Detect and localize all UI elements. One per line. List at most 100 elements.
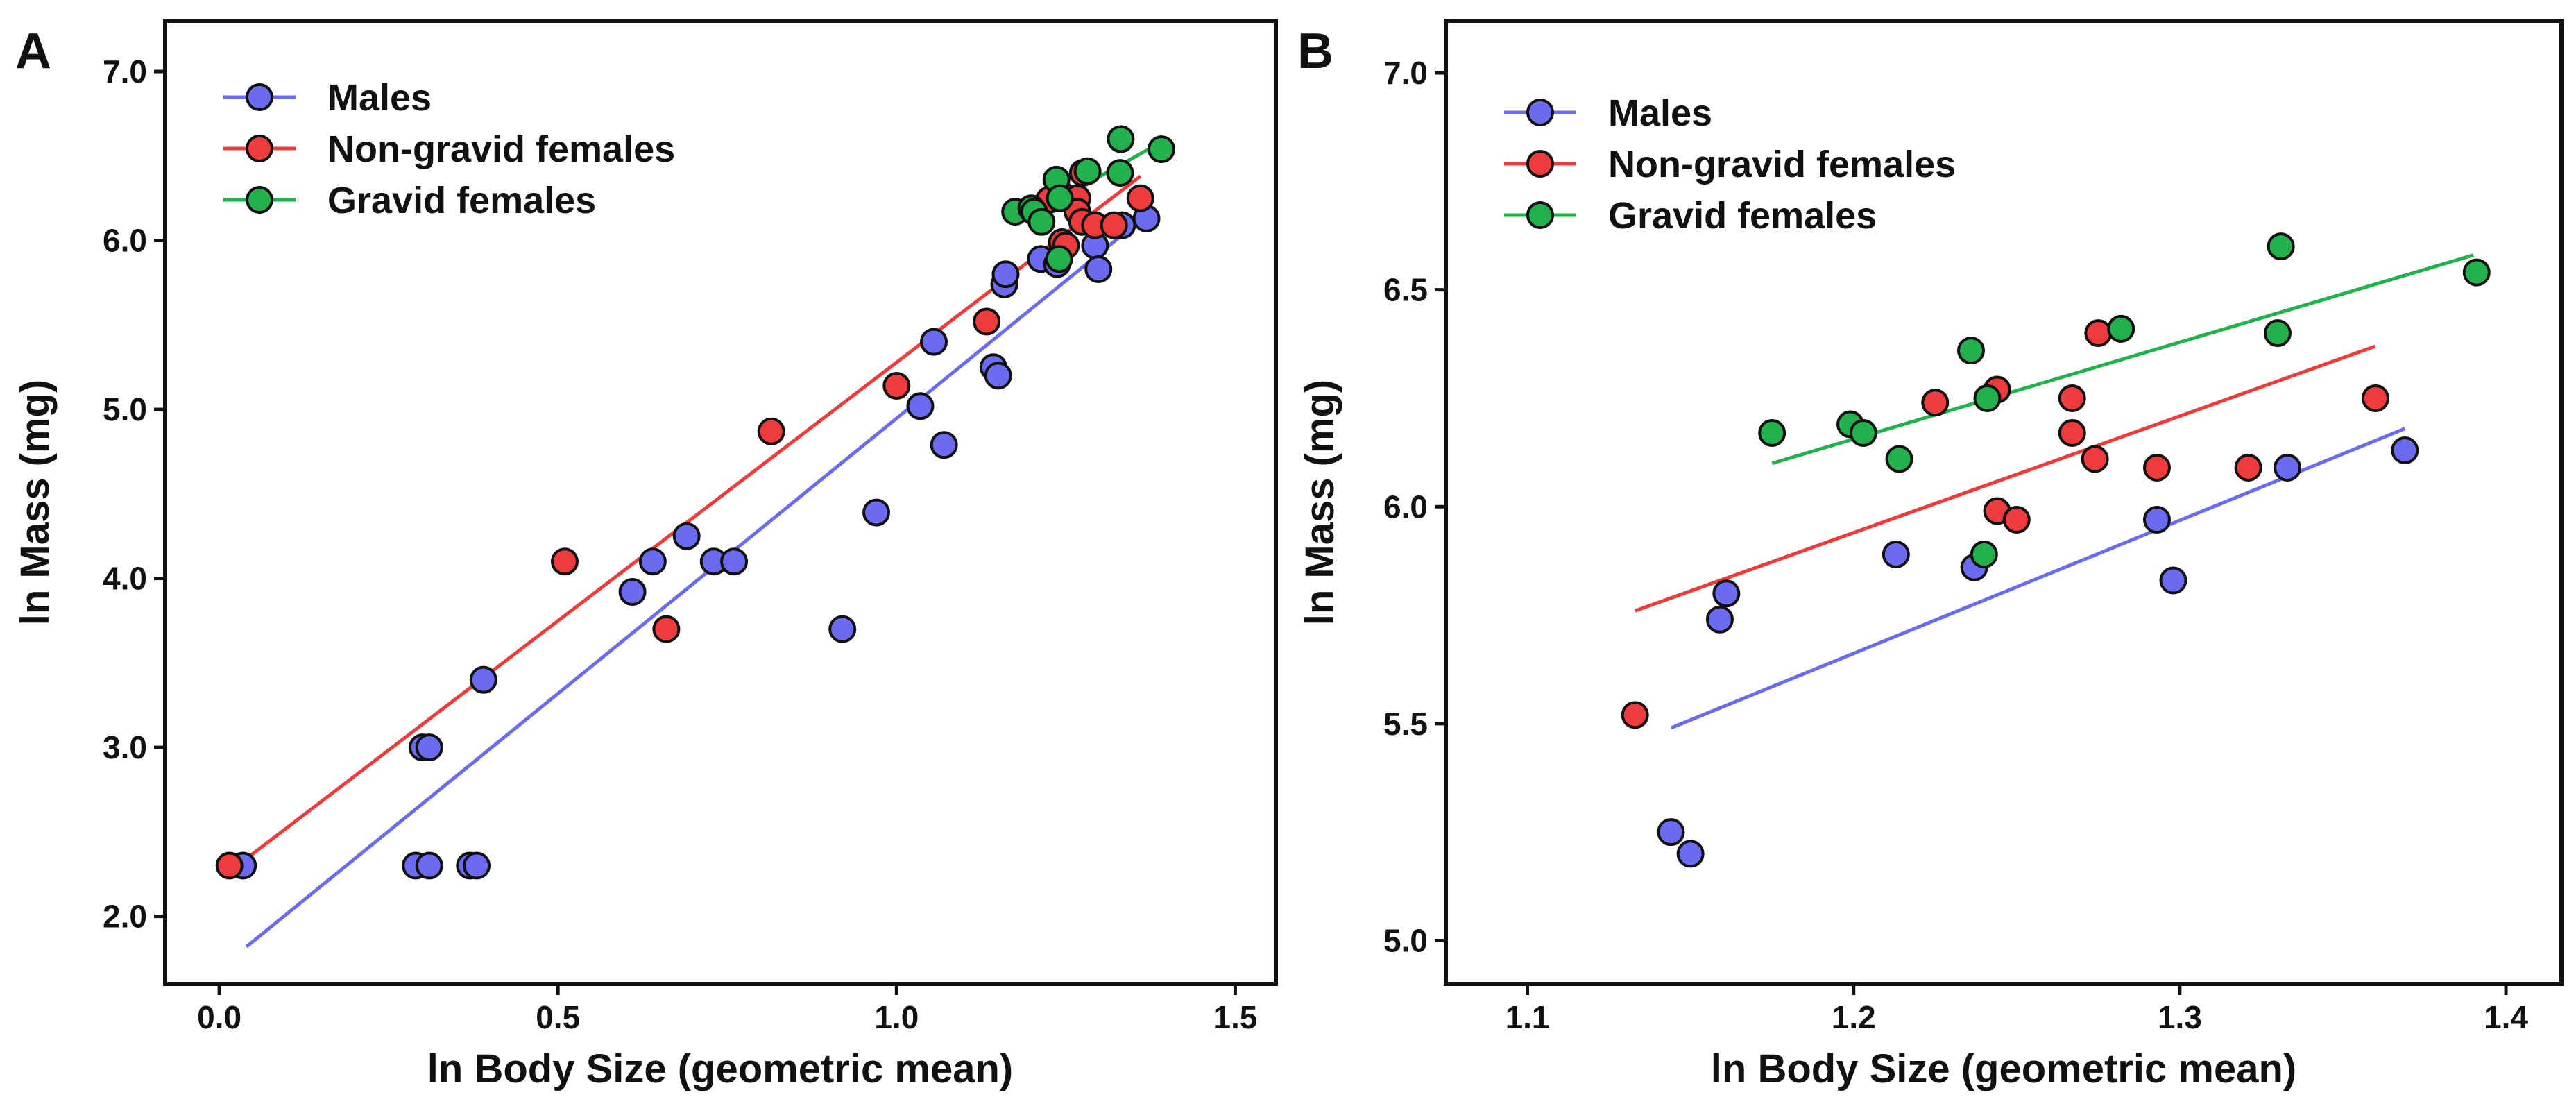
panel-b-points	[1621, 232, 2491, 868]
panel-b-y-tick-label: 6.0	[1383, 488, 1428, 525]
panel-a-legend-marker-non-gravid-females	[246, 135, 273, 162]
panel-a-y-tick-label: 7.0	[103, 53, 147, 90]
panel-a-y-tick-label: 2.0	[103, 899, 147, 935]
panel-a-point-non-gravid-females	[550, 547, 579, 576]
panel-a-point-gravid-females	[1046, 184, 1074, 212]
panel-b-fit-line-gravid-females	[1771, 253, 2474, 466]
panel-b-point-gravid-females	[1956, 337, 1985, 365]
panel-a-point-non-gravid-females	[757, 417, 785, 445]
panel-b-point-males	[1705, 605, 1734, 634]
panel-b-x-tick-label: 1.1	[1505, 999, 1550, 1035]
panel-a-point-males	[720, 547, 749, 576]
panel-a-y-tick-label: 4.0	[103, 561, 147, 597]
panel-a: A 0.0 0.5 1.0 1.5 2.0 3.0 4.0 5.0 6.0 7.0 Males N…	[12, 19, 1278, 1091]
panel-a-point-non-gravid-females	[882, 371, 911, 400]
panel-b-point-gravid-females	[2263, 319, 2292, 348]
panel-b-x-tick-label: 1.4	[2484, 999, 2528, 1035]
panel-b-point-non-gravid-females	[2234, 453, 2262, 482]
panel-a-fit-line-males	[245, 219, 1142, 949]
panel-b-fit-lines	[1634, 253, 2474, 730]
panel-b-plot-frame	[1444, 19, 2564, 986]
panel-b-point-non-gravid-females	[2058, 418, 2086, 447]
panel-b-point-males	[1676, 840, 1705, 868]
panel-a-legend-label-gravid-females: Gravid females	[327, 180, 596, 221]
panel-b-x-tick-label: 1.2	[1832, 999, 1876, 1035]
panel-a-legend-label-non-gravid-females: Non-gravid females	[327, 128, 675, 170]
panel-a-x-axis-title: ln Body Size (geometric mean)	[427, 1046, 1013, 1091]
panel-a-point-gravid-females	[1107, 125, 1135, 153]
panel-b-legend-marker-non-gravid-females	[1526, 150, 1554, 178]
panel-a-legend: Males Non-gravid females Gravid females	[223, 77, 675, 221]
panel-a-point-gravid-females	[1045, 245, 1073, 273]
panel-b-point-males	[2274, 453, 2302, 482]
panel-b-point-gravid-females	[1970, 541, 1998, 569]
panel-a-legend-label-males: Males	[327, 77, 432, 119]
panel-b-legend-marker-gravid-females	[1526, 201, 1554, 229]
panel-a-x-tick-label: 1.0	[874, 999, 919, 1035]
panel-a-point-males	[906, 392, 935, 420]
panel-b-point-males	[2391, 436, 2419, 464]
panel-b-point-gravid-females	[1849, 418, 1877, 447]
panel-a-point-non-gravid-females	[1100, 211, 1128, 239]
panel-a-point-males	[638, 547, 667, 576]
panel-a-y-axis-title: ln Mass (mg)	[12, 380, 58, 626]
panel-a-x-tick-label: 0.5	[536, 999, 580, 1035]
panel-b-point-males	[1657, 818, 1685, 847]
panel-b-x-ticks: 1.1 1.2 1.3 1.4	[1505, 984, 2528, 1035]
panel-a-point-males	[920, 328, 948, 356]
panel-a-y-ticks: 2.0 3.0 4.0 5.0 6.0 7.0	[103, 53, 165, 935]
panel-b-point-non-gravid-females	[1921, 389, 1950, 417]
panel-a-point-non-gravid-females	[652, 615, 681, 643]
panel-b-y-tick-label: 6.5	[1383, 272, 1428, 308]
panel-b-y-ticks: 5.0 5.5 6.0 6.5 7.0	[1383, 55, 1446, 958]
panel-a-point-gravid-females	[1106, 159, 1134, 187]
panel-b-label: B	[1297, 24, 1333, 79]
panel-a-point-males	[463, 851, 491, 880]
panel-a-legend-marker-males	[246, 83, 273, 111]
panel-a-x-tick-label: 1.5	[1213, 999, 1257, 1035]
panel-a-point-gravid-females	[1027, 207, 1056, 236]
panel-a-point-males	[862, 498, 891, 527]
panel-b-point-males	[1882, 541, 1910, 569]
panel-b-legend-label-non-gravid-females: Non-gravid females	[1608, 144, 1956, 185]
panel-b-legend: Males Non-gravid females Gravid females	[1504, 92, 1956, 237]
panel-b-point-gravid-females	[1973, 384, 2002, 412]
panel-b-y-axis-title: ln Mass (mg)	[1297, 380, 1342, 626]
panel-a-y-tick-label: 6.0	[103, 223, 147, 259]
panel-b-y-tick-label: 7.0	[1383, 55, 1428, 91]
panel-a-point-non-gravid-females	[1126, 184, 1154, 212]
panel-a-legend-marker-gravid-females	[246, 186, 273, 214]
panel-b-point-non-gravid-females	[2081, 445, 2109, 473]
panel-b-point-gravid-females	[2267, 232, 2295, 261]
panel-b-y-tick-label: 5.5	[1383, 706, 1428, 742]
panel-b-legend-label-males: Males	[1608, 92, 1712, 134]
panel-a-point-males	[984, 362, 1012, 390]
panel-b-legend-marker-males	[1526, 99, 1554, 126]
panel-b-x-axis-title: ln Body Size (geometric mean)	[1711, 1046, 2296, 1091]
panel-a-y-tick-label: 3.0	[103, 729, 147, 765]
panel-b-point-non-gravid-females	[2058, 384, 2086, 412]
panel-b-y-tick-label: 5.0	[1383, 922, 1428, 958]
panel-a-x-tick-label: 0.0	[197, 999, 241, 1035]
panel-b-point-males	[2142, 506, 2171, 534]
panel-a-point-non-gravid-females	[215, 851, 244, 880]
panel-a-plot-frame	[163, 19, 1278, 986]
panel-b-legend-label-gravid-females: Gravid females	[1608, 195, 1877, 237]
panel-b-point-non-gravid-females	[2142, 453, 2171, 482]
panel-b-point-males	[1712, 579, 1741, 608]
panel-a-point-gravid-females	[1148, 135, 1176, 164]
panel-a-point-non-gravid-females	[973, 307, 1001, 336]
panel-a-point-males	[828, 615, 857, 643]
panel-b-point-non-gravid-females	[2362, 384, 2389, 412]
panel-a-x-ticks: 0.0 0.5 1.0 1.5	[197, 984, 1257, 1035]
panel-a-point-males	[991, 260, 1020, 289]
panel-b-point-gravid-females	[1758, 418, 1786, 447]
panel-b-point-gravid-females	[1885, 445, 1913, 473]
panel-a-y-tick-label: 5.0	[103, 391, 147, 427]
panel-b-point-males	[2159, 566, 2187, 595]
panel-a-point-males	[930, 431, 958, 459]
panel-a-point-males	[672, 522, 701, 550]
panel-b-fit-line-non-gravid-females	[1634, 344, 2376, 613]
panel-a-point-males	[1084, 255, 1113, 283]
